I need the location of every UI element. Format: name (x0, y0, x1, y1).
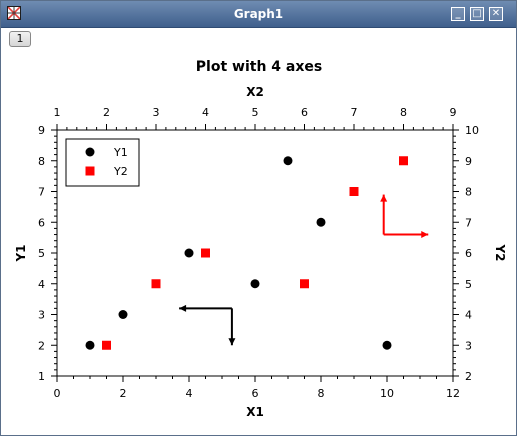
x2-tick-label: 7 (351, 106, 358, 119)
window-title: Graph1 (233, 7, 284, 21)
x2-tick-label: 2 (103, 106, 110, 119)
maximize-button[interactable]: □ (470, 7, 484, 21)
y1-point (184, 248, 194, 258)
y1-tick-label: 4 (38, 278, 45, 291)
y2-tick-label: 9 (465, 155, 472, 168)
y1-axis-label: Y1 (14, 244, 28, 262)
y1-point (382, 340, 392, 350)
x1-tick-label: 12 (446, 387, 460, 400)
y2-tick-label: 7 (465, 216, 472, 229)
y2-tick-label: 10 (465, 124, 479, 137)
minimize-button[interactable]: _ (451, 7, 465, 21)
x2-tick-label: 3 (153, 106, 160, 119)
x2-tick-label: 1 (54, 106, 61, 119)
y1-tick-label: 8 (38, 155, 45, 168)
x2-tick-label: 6 (301, 106, 308, 119)
legend-marker-y2 (85, 166, 95, 176)
y1-annotation-arrowhead-x (179, 304, 187, 312)
title-bar[interactable]: Graph1 _ □ ✕ (1, 1, 516, 28)
x2-axis-label: X2 (246, 85, 264, 99)
chart-title: Plot with 4 axes (196, 59, 322, 75)
x2-tick-label: 5 (252, 106, 259, 119)
y2-tick-label: 2 (465, 370, 472, 383)
y1-point (316, 217, 326, 227)
y2-tick-label: 4 (465, 309, 472, 322)
y2-tick-label: 5 (465, 278, 472, 291)
y2-tick-label: 6 (465, 247, 472, 260)
y1-tick-label: 7 (38, 186, 45, 199)
y1-point (118, 310, 128, 319)
x1-tick-label: 10 (380, 387, 394, 400)
y1-annotation-arrowhead-y (228, 338, 236, 346)
graph-app-icon[interactable] (7, 6, 21, 20)
legend-box (65, 138, 140, 187)
y2-annotation-arrowhead-y (380, 194, 388, 202)
y2-point (151, 279, 161, 289)
y1-tick-label: 1 (38, 370, 45, 383)
close-button[interactable]: ✕ (489, 7, 503, 21)
y1-tick-label: 3 (38, 309, 45, 322)
y1-tick-label: 9 (38, 124, 45, 137)
x1-axis-label: X1 (246, 405, 264, 419)
y2-point (300, 279, 309, 289)
x1-tick-label: 4 (186, 387, 193, 400)
y2-annotation-arrowhead-x (421, 231, 429, 239)
y2-point (102, 340, 111, 350)
x1-tick-label: 8 (318, 387, 325, 400)
graph-tab[interactable]: 1 (9, 31, 31, 47)
y2-point (349, 187, 359, 196)
legend-label: Y2 (113, 165, 128, 178)
y2-axis-label: Y2 (493, 243, 507, 261)
y1-tick-label: 2 (38, 339, 45, 352)
legend-label: Y1 (113, 146, 128, 159)
legend-marker-y1 (85, 147, 95, 157)
x2-tick-label: 8 (400, 106, 407, 119)
y1-point (85, 340, 95, 350)
y2-point (201, 248, 210, 258)
y2-tick-label: 8 (465, 186, 472, 199)
y1-point (250, 279, 260, 289)
y1-tick-label: 6 (38, 216, 45, 229)
x2-tick-label: 9 (450, 106, 457, 119)
x1-tick-label: 6 (252, 387, 259, 400)
y2-point (399, 156, 408, 166)
y1-point (283, 156, 293, 166)
x1-tick-label: 0 (54, 387, 61, 400)
x1-tick-label: 2 (120, 387, 127, 400)
y1-tick-label: 5 (38, 247, 45, 260)
y2-tick-label: 3 (465, 339, 472, 352)
x2-tick-label: 4 (202, 106, 209, 119)
